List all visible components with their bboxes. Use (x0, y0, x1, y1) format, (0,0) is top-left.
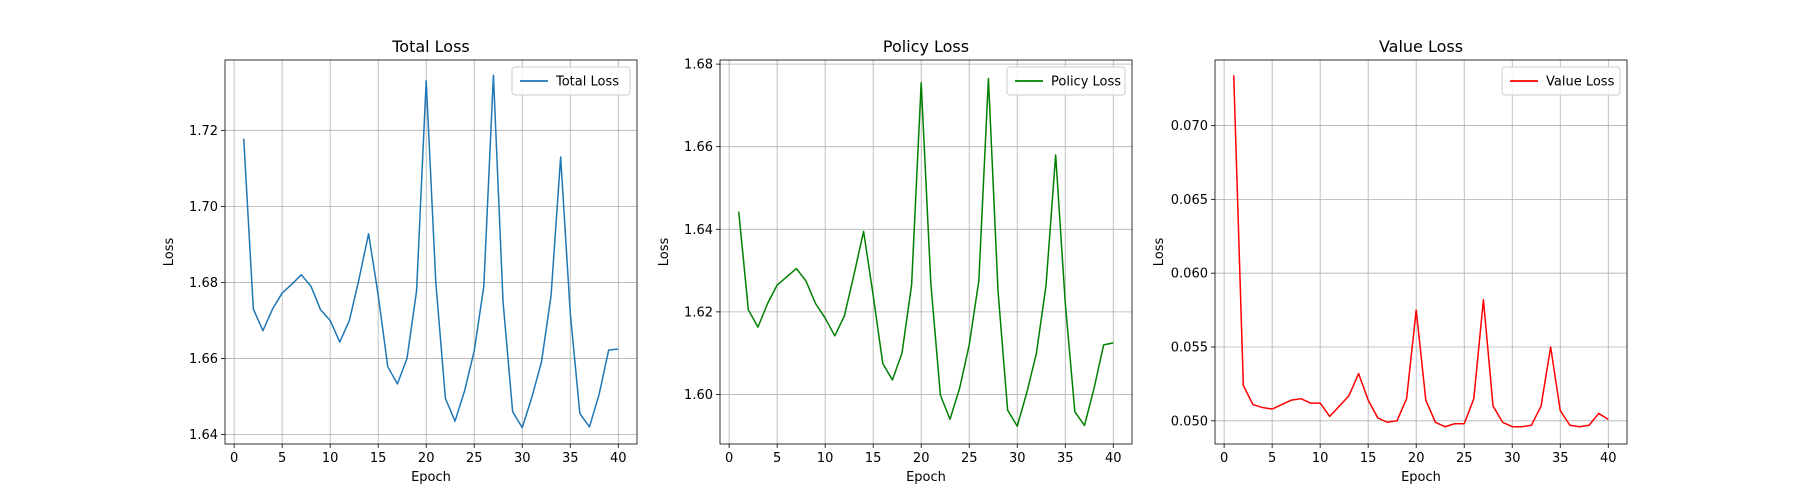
x-tick-label: 25 (1456, 451, 1473, 466)
x-tick-label: 35 (562, 451, 579, 466)
legend-box (511, 66, 631, 96)
x-tick-label: 10 (1312, 451, 1329, 466)
x-tick-label: 20 (418, 451, 435, 466)
x-tick-label: 5 (1268, 451, 1276, 466)
x-tick-label: 35 (1057, 451, 1074, 466)
x-axis-label: Epoch (1401, 470, 1441, 485)
subplot-2: 0 5 10 15 20 25 30 35 40 0.050 0.055 0.060 0.065 0.07… (1152, 37, 1628, 485)
y-axis-label: Loss (1152, 238, 1167, 267)
y-axis-label: Loss (657, 238, 672, 267)
x-tick-label: 30 (1504, 451, 1521, 466)
x-axis-label: Epoch (906, 470, 946, 485)
chart-title: Total Loss (391, 37, 470, 56)
axes-frame (1214, 59, 1628, 445)
x-tick-label: 15 (1360, 451, 1377, 466)
legend: Total Loss (511, 66, 631, 96)
x-tick-label: 0 (230, 451, 238, 466)
x-tick-label: 20 (1408, 451, 1425, 466)
x-tick-label: 10 (817, 451, 834, 466)
y-tick-label: 0.060 (1171, 267, 1208, 282)
chart-title: Policy Loss (883, 37, 969, 56)
y-tick-label: 1.64 (684, 223, 713, 238)
x-tick-label: 40 (1600, 451, 1617, 466)
x-tick-label: 15 (865, 451, 882, 466)
subplot-0: 0 5 10 15 20 25 30 35 40 1.64 1.66 1.68 1.70 1.72 Tota… (162, 37, 638, 485)
series-line (1232, 75, 1609, 428)
y-tick-label: 1.70 (189, 200, 218, 215)
x-tick-label: 5 (278, 451, 286, 466)
y-tick-label: 0.065 (1171, 193, 1208, 208)
y-tick-label: 1.66 (189, 352, 218, 367)
x-axis-label: Epoch (411, 470, 451, 485)
x-tick-label: 5 (773, 451, 781, 466)
x-tick-label: 10 (322, 451, 339, 466)
legend-box (1006, 66, 1126, 96)
y-tick-label: 1.60 (684, 388, 713, 403)
y-tick-label: 1.68 (684, 58, 713, 73)
x-tick-label: 0 (1220, 451, 1228, 466)
y-axis-label: Loss (162, 238, 177, 267)
y-tick-label: 1.64 (189, 428, 218, 443)
legend-label: Total Loss (555, 75, 619, 90)
x-tick-label: 30 (1009, 451, 1026, 466)
x-tick-label: 30 (514, 451, 531, 466)
y-tick-label: 1.66 (684, 140, 713, 155)
legend: Value Loss (1501, 66, 1621, 96)
x-tick-label: 25 (466, 451, 483, 466)
y-tick-label: 1.62 (684, 305, 713, 320)
x-tick-label: 40 (1105, 451, 1122, 466)
x-tick-label: 20 (913, 451, 930, 466)
y-tick-label: 1.68 (189, 276, 218, 291)
axes-frame (224, 59, 638, 445)
series-line (242, 74, 619, 429)
x-tick-label: 25 (961, 451, 978, 466)
y-tick-label: 0.070 (1171, 119, 1208, 134)
y-tick-label: 0.050 (1171, 414, 1208, 429)
chart-title: Value Loss (1379, 37, 1463, 56)
y-tick-label: 0.055 (1171, 341, 1208, 356)
legend: Policy Loss (1006, 66, 1126, 96)
x-tick-label: 40 (610, 451, 627, 466)
axes-frame (719, 59, 1133, 445)
legend-box (1501, 66, 1621, 96)
series-line (737, 77, 1114, 427)
subplot-1: 0 5 10 15 20 25 30 35 40 1.60 1.62 1.64 1.66 1.68 Poli… (657, 37, 1133, 485)
x-tick-label: 15 (370, 451, 387, 466)
x-tick-label: 35 (1552, 451, 1569, 466)
legend-label: Value Loss (1546, 75, 1615, 90)
x-tick-label: 0 (725, 451, 733, 466)
y-tick-label: 1.72 (189, 124, 218, 139)
legend-label: Policy Loss (1051, 75, 1121, 90)
